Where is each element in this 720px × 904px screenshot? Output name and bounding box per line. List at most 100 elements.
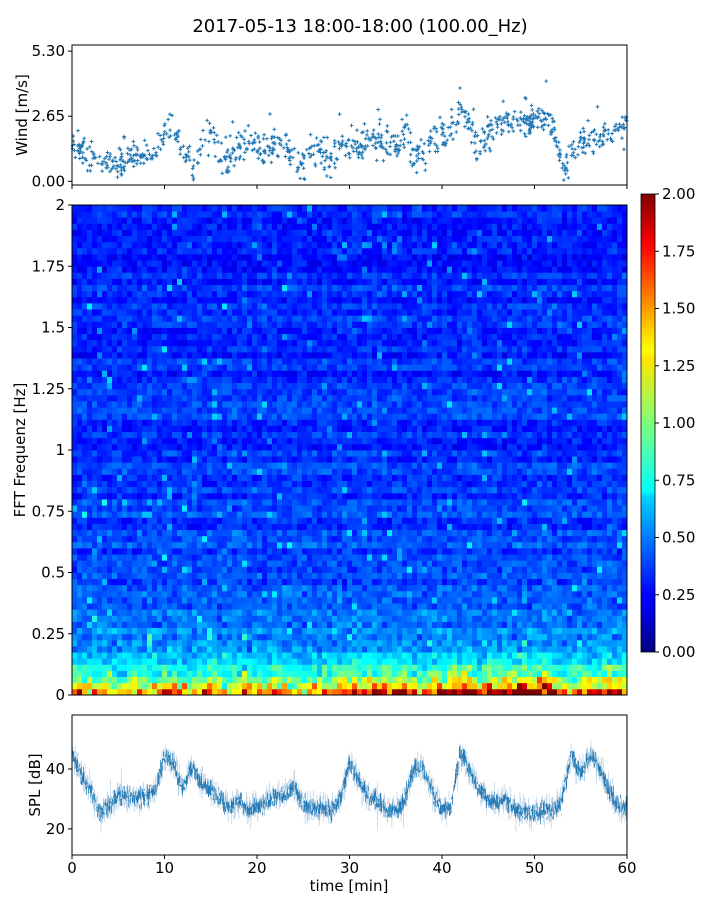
- spectrogram-cell: [82, 481, 87, 488]
- wind-point: [394, 134, 398, 138]
- spectrogram-cell: [177, 254, 182, 261]
- spectrogram-cell: [187, 646, 192, 653]
- spectrogram-cell: [307, 370, 312, 377]
- spectrogram-cell: [262, 364, 267, 371]
- spectrogram-cell: [277, 628, 282, 635]
- spectrogram-cell: [172, 444, 177, 451]
- spectrogram-cell: [317, 395, 322, 402]
- spectrogram-cell: [292, 407, 297, 414]
- spectrogram-cell: [267, 517, 272, 524]
- spectrogram-cell: [107, 683, 112, 690]
- spectrogram-cell: [142, 426, 147, 433]
- spectrogram-cell: [197, 413, 202, 420]
- spectrogram-cell: [117, 481, 122, 488]
- spectrogram-cell: [277, 585, 282, 592]
- spectrogram-cell: [217, 450, 222, 457]
- spectrogram-cell: [72, 683, 77, 690]
- spectrogram-cell: [242, 395, 247, 402]
- spectrogram-cell: [297, 536, 302, 543]
- spectrogram-cell: [207, 652, 212, 659]
- spectrogram-cell: [187, 438, 192, 445]
- spectrogram-cell: [307, 566, 312, 573]
- spectrogram-cell: [102, 664, 107, 671]
- spectrogram-cell: [172, 426, 177, 433]
- spectrogram-cell: [227, 640, 232, 647]
- spectrogram-cell: [322, 566, 327, 573]
- spectrogram-cell: [247, 603, 252, 610]
- spectrogram-cell: [287, 236, 292, 243]
- spectrogram-cell: [112, 622, 117, 629]
- spectrogram-cell: [247, 481, 252, 488]
- spectrogram-cell: [312, 524, 317, 531]
- spectrogram-cell: [172, 493, 177, 500]
- spectrogram-cell: [142, 272, 147, 279]
- spectrogram-cell: [87, 291, 92, 298]
- spectrogram-cell: [272, 652, 277, 659]
- spectrogram-cell: [157, 573, 162, 580]
- spectrogram-cell: [302, 217, 307, 224]
- spectrogram-cell: [292, 493, 297, 500]
- spectrogram-cell: [167, 358, 172, 365]
- spectrogram-cell: [307, 640, 312, 647]
- spectrogram-cell: [172, 370, 177, 377]
- spectrogram-cell: [117, 468, 122, 475]
- spectrogram-cell: [267, 689, 272, 696]
- spectrogram-cell: [277, 334, 282, 341]
- spectrogram-cell: [197, 615, 202, 622]
- spectrogram-cell: [317, 297, 322, 304]
- spectrogram-cell: [102, 315, 107, 322]
- spectrogram-cell: [92, 585, 97, 592]
- spectrogram-cell: [77, 628, 82, 635]
- spectrogram-cell: [87, 615, 92, 622]
- wind-point: [433, 142, 437, 146]
- spectrogram-cell: [277, 689, 282, 696]
- spectrogram-cell: [277, 309, 282, 316]
- spectrogram-cell: [277, 236, 282, 243]
- spectrogram-cell: [252, 609, 257, 616]
- spectrogram-cell: [92, 297, 97, 304]
- wind-point: [312, 153, 316, 157]
- spectrogram-cell: [107, 303, 112, 310]
- spectrogram-cell: [102, 499, 107, 506]
- spectrogram-cell: [202, 401, 207, 408]
- spectrogram-cell: [297, 377, 302, 384]
- spectrogram-cell: [77, 352, 82, 359]
- spectrogram-cell: [257, 205, 262, 212]
- spectrogram-cell: [102, 242, 107, 249]
- spectrogram-cell: [77, 217, 82, 224]
- spectrogram-cell: [97, 450, 102, 457]
- spectrogram-cell: [222, 658, 227, 665]
- spectrogram-cell: [157, 377, 162, 384]
- spectrogram-cell: [302, 566, 307, 573]
- spectrogram-cell: [147, 395, 152, 402]
- spectrogram-cell: [247, 634, 252, 641]
- spectrogram-cell: [307, 475, 312, 482]
- spectrogram-cell: [137, 236, 142, 243]
- spectrogram-cell: [277, 530, 282, 537]
- spectrogram-cell: [302, 370, 307, 377]
- spectrogram-cell: [162, 536, 167, 543]
- spectrogram-cell: [287, 683, 292, 690]
- spectrogram-cell: [312, 352, 317, 359]
- spectrogram-cell: [162, 671, 167, 678]
- spectrogram-cell: [187, 285, 192, 292]
- spectrogram-cell: [107, 646, 112, 653]
- spectrogram-cell: [292, 260, 297, 267]
- spectrogram-cell: [242, 340, 247, 347]
- spectrogram-cell: [187, 499, 192, 506]
- spectrogram-cell: [252, 364, 257, 371]
- spectrogram-cell: [197, 536, 202, 543]
- spectrogram-cell: [127, 321, 132, 328]
- spectrogram-cell: [142, 309, 147, 316]
- spectrogram-cell: [82, 364, 87, 371]
- spectrogram-cell: [232, 640, 237, 647]
- spectrogram-cell: [247, 413, 252, 420]
- spectrogram-cell: [312, 260, 317, 267]
- spectrogram-cell: [287, 640, 292, 647]
- spectrogram-cell: [147, 493, 152, 500]
- spectrogram-cell: [87, 413, 92, 420]
- spectrogram-cell: [72, 646, 77, 653]
- spectrogram-cell: [227, 591, 232, 598]
- spectrogram-cell: [282, 266, 287, 273]
